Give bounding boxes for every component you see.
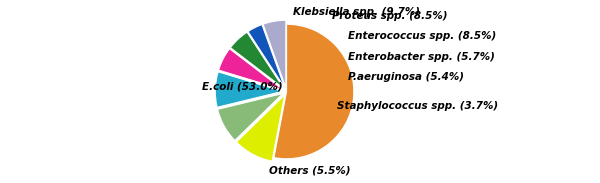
Text: Staphylococcus spp. (3.7%): Staphylococcus spp. (3.7%)	[337, 101, 498, 111]
Text: Others (5.5%): Others (5.5%)	[269, 166, 351, 176]
Wedge shape	[218, 49, 283, 90]
Text: Klebsiella spp. (9.7%): Klebsiella spp. (9.7%)	[293, 7, 420, 17]
Wedge shape	[230, 32, 284, 89]
Wedge shape	[263, 20, 286, 87]
Text: Enterococcus spp. (8.5%): Enterococcus spp. (8.5%)	[349, 31, 497, 41]
Text: E.coli (53.0%): E.coli (53.0%)	[202, 81, 283, 91]
Wedge shape	[274, 24, 354, 159]
Wedge shape	[218, 94, 283, 140]
Text: Enterobacter spp. (5.7%): Enterobacter spp. (5.7%)	[349, 52, 496, 61]
Text: Proteus spp. (8.5%): Proteus spp. (8.5%)	[332, 11, 448, 21]
Wedge shape	[248, 25, 285, 88]
Wedge shape	[215, 72, 283, 107]
Wedge shape	[236, 95, 284, 161]
Text: P.aeruginosa (5.4%): P.aeruginosa (5.4%)	[349, 72, 464, 82]
